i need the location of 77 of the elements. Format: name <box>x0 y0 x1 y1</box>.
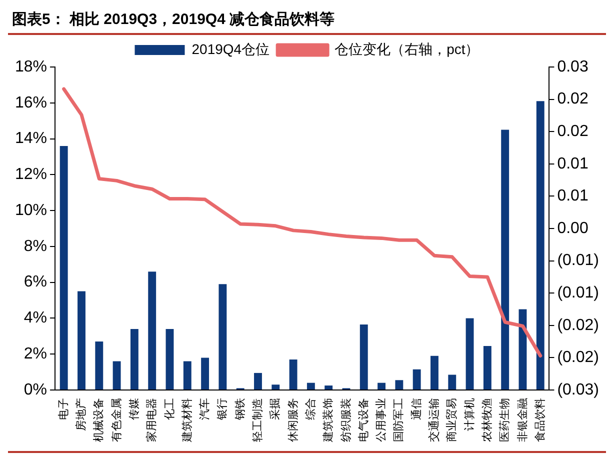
y2-tick-label: (0.03) <box>557 381 599 398</box>
x-tick-label: 轻工制造 <box>251 398 264 442</box>
x-tick-label: 钢铁 <box>234 398 246 421</box>
bar <box>289 359 298 390</box>
x-tick-label: 非银金融 <box>516 398 529 442</box>
x-tick-label: 农林牧渔 <box>480 398 494 442</box>
chart-title: 图表5： 相比 2019Q3，2019Q4 减仓食品饮料等 <box>11 10 336 30</box>
bar <box>378 382 386 390</box>
bar <box>448 374 456 390</box>
bar <box>412 369 421 390</box>
bar <box>501 130 510 390</box>
y2-tick-label: 0.01 <box>557 155 588 172</box>
x-tick-label: 食品饮料 <box>533 398 546 442</box>
bar <box>360 324 368 390</box>
bar <box>430 356 438 390</box>
bar <box>324 386 333 390</box>
x-tick-label: 房地产 <box>74 398 88 431</box>
x-tick-label: 公用事业 <box>374 398 388 442</box>
y2-tick-label: 0.02 <box>557 123 588 140</box>
y-tick-label: 10% <box>14 202 48 219</box>
x-tick-label: 综合 <box>304 398 317 420</box>
bar <box>306 382 315 390</box>
x-tick-label: 采掘 <box>268 398 282 420</box>
y-tick-label: 8% <box>24 238 48 255</box>
y-tick-label: 6% <box>24 274 48 291</box>
x-tick-label: 有色金属 <box>110 398 123 442</box>
y2-tick-label: (0.02) <box>557 349 599 366</box>
bar <box>130 328 138 390</box>
bar <box>536 101 544 390</box>
bar <box>112 361 121 390</box>
x-tick-label: 纺织服装 <box>339 398 352 442</box>
x-tick-label: 电子 <box>56 398 70 420</box>
x-tick-label: 化工 <box>164 398 176 420</box>
x-tick-label: 家用电器 <box>145 398 158 442</box>
bar <box>166 328 174 390</box>
bar <box>218 284 227 390</box>
bar <box>78 291 86 390</box>
x-tick-label: 建筑装饰 <box>322 398 335 443</box>
y2-tick-label: (0.02) <box>557 316 599 334</box>
bar <box>483 346 492 390</box>
y2-tick-label: 0.00 <box>557 220 588 237</box>
x-tick-label: 机械设备 <box>92 398 106 442</box>
bar <box>183 361 192 390</box>
y-tick-label: 2% <box>24 346 48 363</box>
y-tick-label: 12% <box>14 166 48 184</box>
y-tick-label: 4% <box>24 310 48 327</box>
legend-label: 仓位变化（右轴，pct） <box>334 40 480 57</box>
y-tick-label: 14% <box>14 130 48 148</box>
bar <box>148 272 156 390</box>
x-tick-label: 传媒 <box>128 398 140 420</box>
x-tick-label: 医药生物 <box>498 398 512 442</box>
x-tick-label: 休闲服务 <box>287 398 300 442</box>
x-tick-label: 建筑材料 <box>180 398 194 443</box>
y-tick-label: 18% <box>14 58 48 76</box>
bar <box>201 358 210 390</box>
x-tick-label: 电气设备 <box>356 398 370 442</box>
x-tick-label: 国防军工 <box>392 398 406 442</box>
x-tick-label: 交通运输 <box>428 398 441 442</box>
y2-tick-label: 0.02 <box>557 90 588 108</box>
x-tick-label: 通信 <box>410 398 423 420</box>
x-tick-label: 汽车 <box>198 398 212 420</box>
x-tick-label: 银行 <box>216 398 229 421</box>
y2-tick-label: 0.01 <box>557 188 588 205</box>
y2-tick-label: (0.01) <box>557 284 599 302</box>
x-tick-label: 商业贸易 <box>445 398 458 442</box>
bar <box>395 380 404 390</box>
bar <box>466 318 474 390</box>
bar <box>272 384 280 390</box>
y-tick-label: 0% <box>24 381 48 398</box>
y-tick-label: 16% <box>14 94 48 112</box>
y2-tick-label: (0.01) <box>557 252 599 270</box>
y2-tick-label: 0.03 <box>557 58 588 76</box>
bar <box>254 372 262 390</box>
x-tick-label: 计算机 <box>462 398 476 431</box>
bar <box>60 146 68 390</box>
bar <box>95 342 104 390</box>
legend-label: 2019Q4仓位 <box>192 40 270 57</box>
